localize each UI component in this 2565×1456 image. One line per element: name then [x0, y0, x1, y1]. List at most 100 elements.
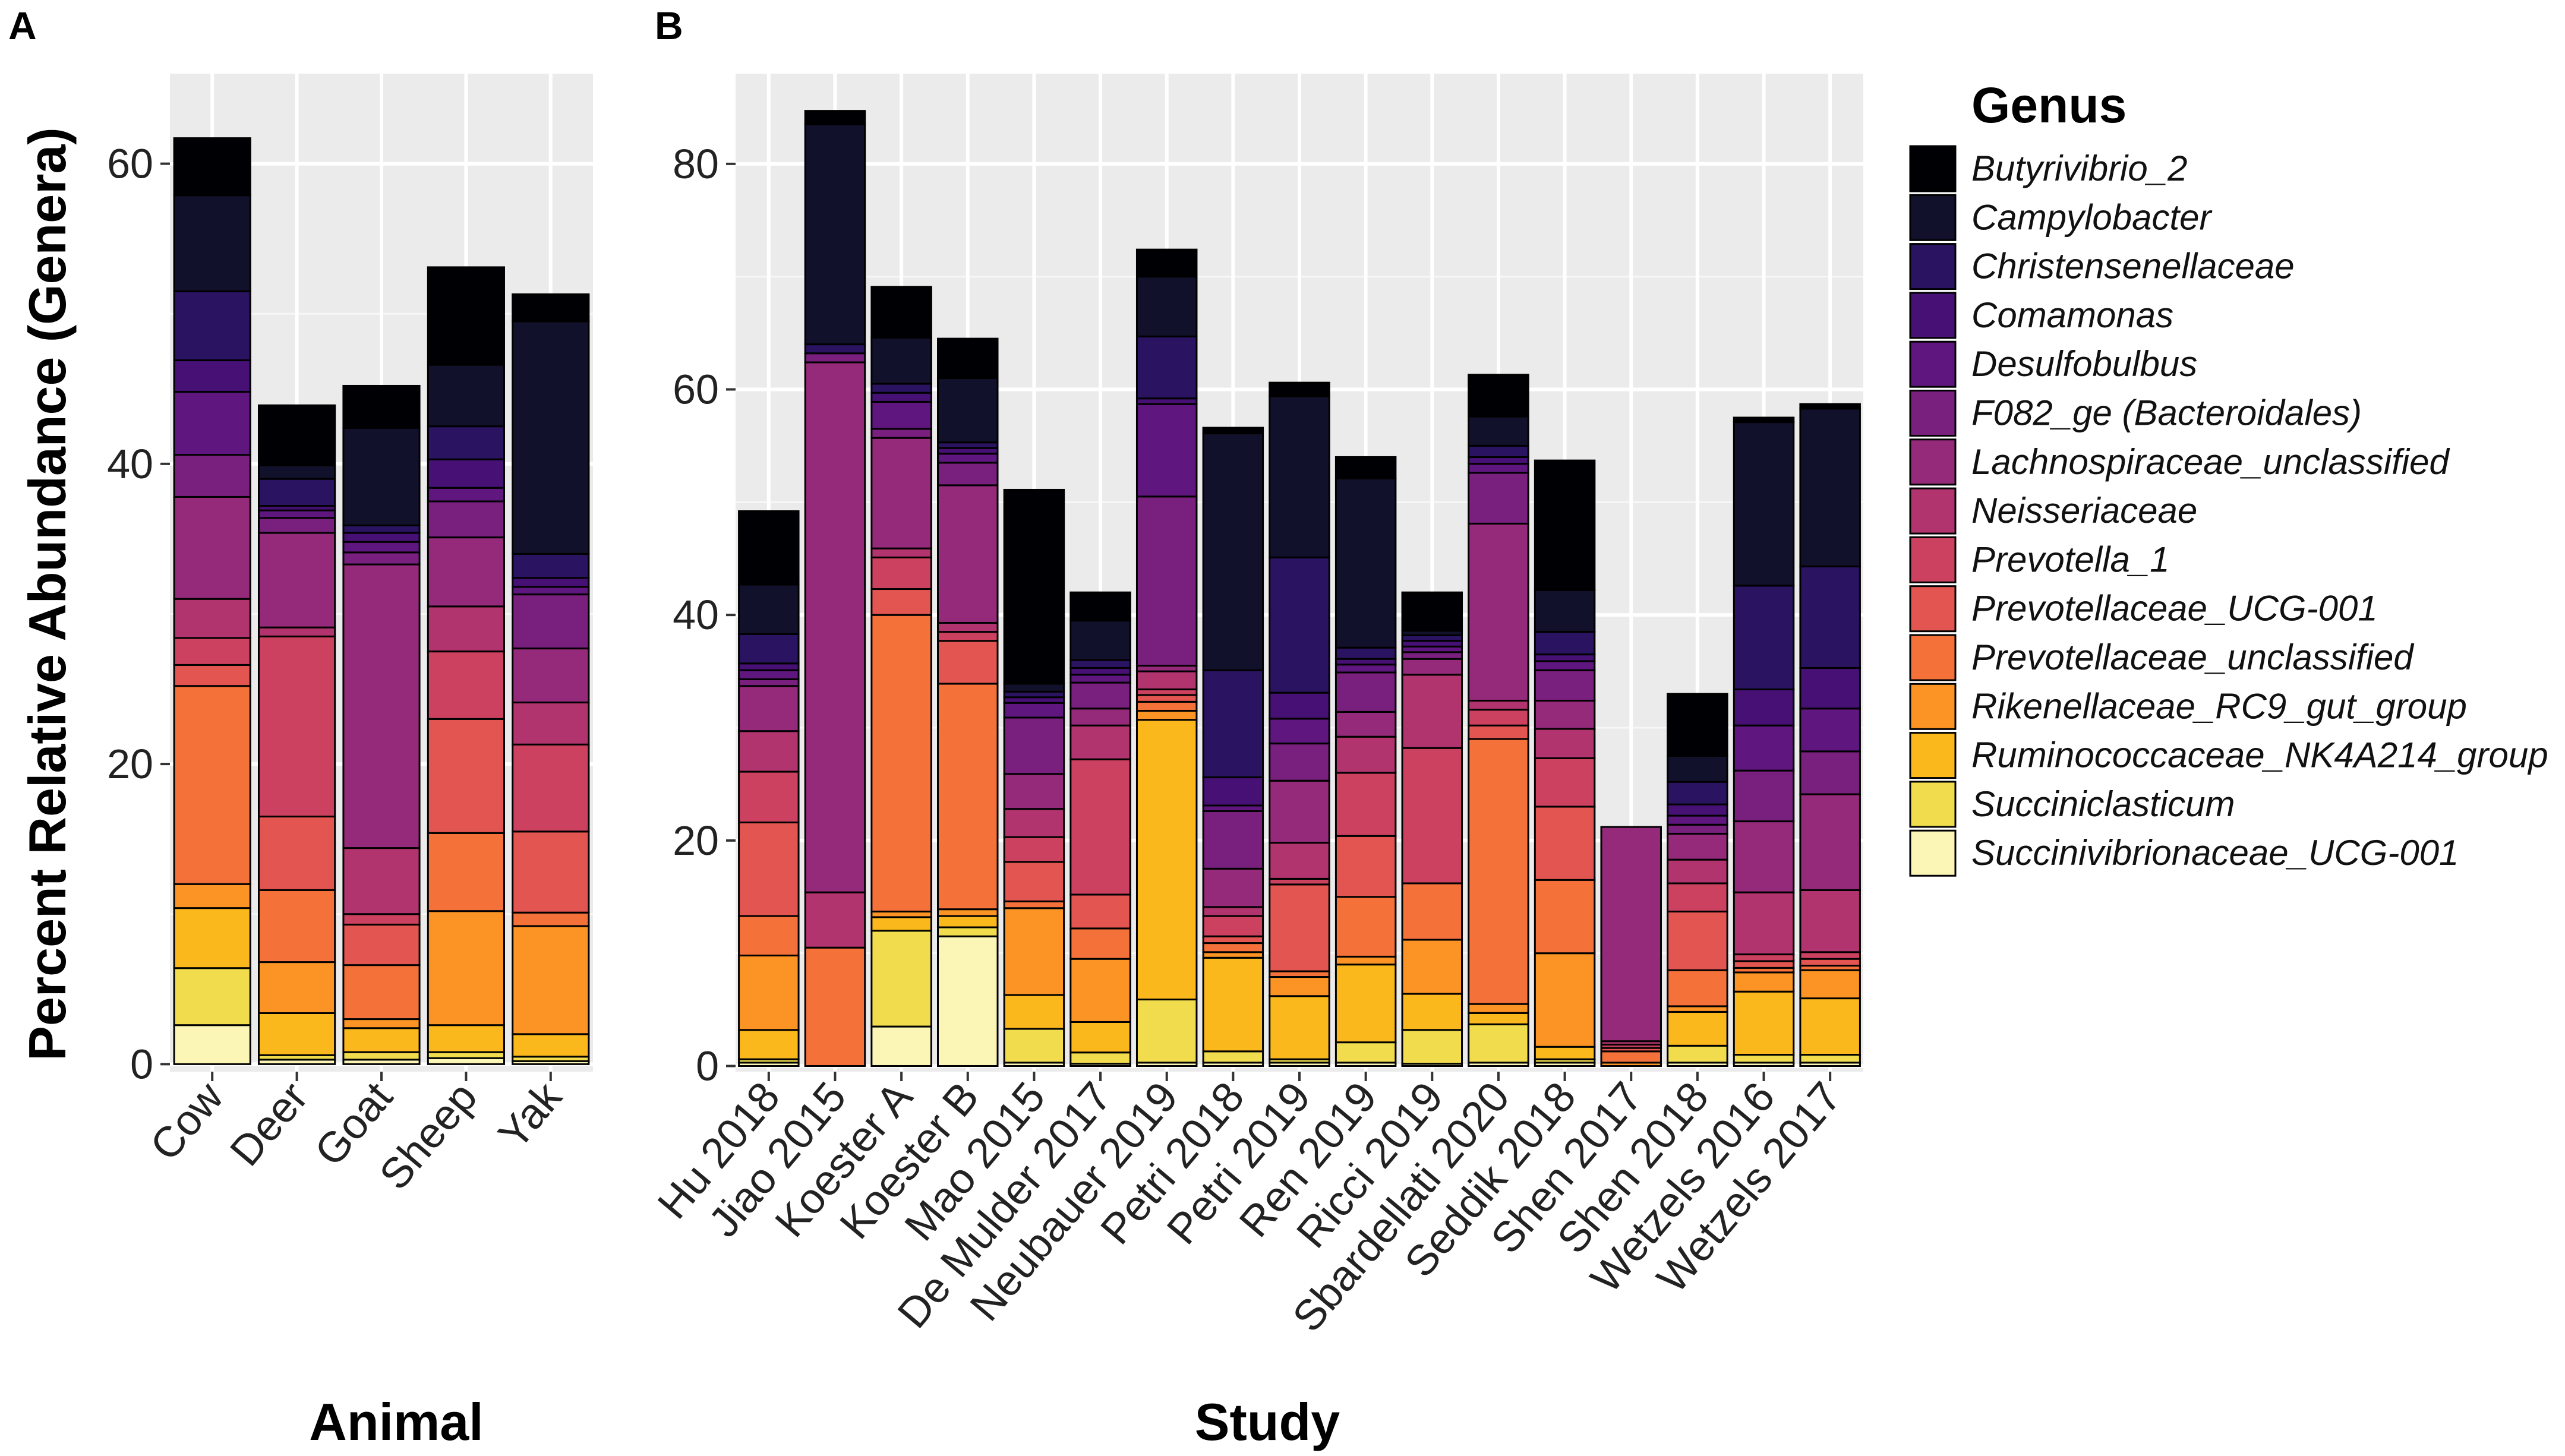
- bar-segment-shen-2018-ruminococcaceae-nk4a214-group: [1667, 1010, 1728, 1047]
- bar-segment-seddik-2018-rikenellaceae-rc9-gut-group: [1534, 952, 1596, 1048]
- bar-segment-shen-2018-christensenellaceae: [1667, 781, 1728, 806]
- bar-segment-de-mulder-2017-christensenellaceae: [1069, 659, 1131, 669]
- legend-swatch-butyrivibrio-2: [1909, 145, 1957, 192]
- legend-swatch-lachnospiraceae-unclassified: [1909, 438, 1957, 486]
- bar-segment-goat-butyrivibrio-2: [342, 384, 421, 429]
- bar-segment-sbardellati-2020-neisseriaceae: [1468, 699, 1529, 711]
- bar-segment-de-mulder-2017-succiniclasticum: [1069, 1051, 1131, 1065]
- bar-segment-koester-a-prevotellaceae-unclassified: [870, 614, 932, 912]
- bar-segment-shen-2018-desulfobulbus: [1667, 814, 1728, 826]
- y-tick-label: 80: [673, 141, 719, 187]
- bar-segment-cow-lachnospiraceae-unclassified: [173, 495, 251, 600]
- bar-segment-neubauer-2019-ruminococcaceae-nk4a214-group: [1135, 719, 1198, 1001]
- legend-label-comamonas: Comamonas: [1971, 295, 2173, 335]
- bar-segment-mao-2015-prevotellaceae-unclassified: [1003, 900, 1065, 909]
- legend-label-butyrivibrio-2: Butyrivibrio_2: [1971, 149, 2188, 188]
- bar-segment-cow-prevotellaceae-unclassified: [173, 685, 251, 885]
- bar-segment-petri-2018-ruminococcaceae-nk4a214-group: [1202, 956, 1264, 1053]
- bar-segment-cow-succinivibrionaceae-ucg-001: [173, 1024, 251, 1065]
- legend-swatch-neisseriaceae: [1909, 487, 1957, 535]
- legend-label-prevotellaceae-ucg-001: Prevotellaceae_UCG-001: [1971, 589, 2378, 628]
- bar-segment-mao-2015-butyrivibrio-2: [1003, 488, 1065, 685]
- bar-segment-hu-2018-butyrivibrio-2: [738, 510, 800, 586]
- bar-segment-petri-2018-f082-ge-bacteroidales: [1202, 810, 1264, 870]
- bar-segment-wetzels-2016-christensenellaceae: [1733, 585, 1795, 690]
- bar-segment-neubauer-2019-butyrivibrio-2: [1135, 248, 1198, 278]
- bar-segment-ren-2019-christensenellaceae: [1334, 646, 1397, 660]
- bar-segment-koester-a-butyrivibrio-2: [870, 286, 932, 339]
- bar-segment-cow-prevotellaceae-ucg-001: [173, 664, 251, 687]
- bar-segment-sheep-butyrivibrio-2: [427, 266, 505, 366]
- bar-segment-wetzels-2017-desulfobulbus: [1799, 708, 1861, 753]
- bar-segment-wetzels-2016-comamonas: [1733, 688, 1795, 727]
- legend-label-prevotella-1: Prevotella_1: [1971, 539, 2170, 579]
- bar-segment-petri-2018-neisseriaceae: [1202, 906, 1264, 917]
- bar-segment-goat-prevotellaceae-ucg-001: [342, 923, 421, 967]
- panel-b-letter: B: [655, 4, 683, 48]
- bar-segment-deer-rikenellaceae-rc9-gut-group: [258, 961, 336, 1014]
- bar-segment-ren-2019-prevotellaceae-ucg-001: [1334, 835, 1397, 898]
- bar-segment-de-mulder-2017-f082-ge-bacteroidales: [1069, 681, 1131, 710]
- panel-a-bars: [173, 137, 590, 1065]
- bar-segment-yak-prevotella-1: [512, 743, 590, 833]
- x-tick-label-sheep: Sheep: [371, 1073, 487, 1199]
- y-axis-title: Percent Relative Abundance (Genera): [18, 127, 77, 1060]
- legend-label-f082-ge-bacteroidales: F082_ge (Bacteroidales): [1971, 393, 2362, 433]
- bar-segment-neubauer-2019-succiniclasticum: [1135, 999, 1198, 1064]
- legend-label-succiniclasticum: Succiniclasticum: [1971, 784, 2235, 824]
- bar-segment-hu-2018-neisseriaceae: [738, 730, 800, 773]
- bar-segment-mao-2015-campylobacter: [1003, 683, 1065, 693]
- x-tick-label-yak: Yak: [489, 1073, 571, 1158]
- bar-segment-petri-2018-prevotellaceae-ucg-001: [1202, 935, 1264, 945]
- x-tick-label-cow: Cow: [141, 1073, 234, 1170]
- bar-segment-sbardellati-2020-christensenellaceae: [1468, 444, 1529, 458]
- bar-segment-jiao-2015-campylobacter: [804, 123, 866, 346]
- bar-segment-sbardellati-2020-butyrivibrio-2: [1468, 374, 1529, 418]
- bar-segment-seddik-2018-campylobacter: [1534, 589, 1596, 633]
- bar-segment-seddik-2018-ruminococcaceae-nk4a214-group: [1534, 1046, 1596, 1060]
- bar-segment-neubauer-2019-neisseriaceae: [1135, 670, 1198, 690]
- bar-segment-yak-prevotellaceae-unclassified: [512, 911, 590, 927]
- bar-segment-ren-2019-succiniclasticum: [1334, 1041, 1397, 1064]
- bar-segment-deer-prevotellaceae-unclassified: [258, 889, 336, 964]
- bar-segment-koester-b-desulfobulbus: [937, 453, 999, 464]
- x-tick-label-deer: Deer: [221, 1073, 317, 1175]
- bar-segment-petri-2019-neisseriaceae: [1269, 842, 1330, 880]
- bar-segment-wetzels-2016-desulfobulbus: [1733, 724, 1795, 772]
- bar-segment-hu-2018-ruminococcaceae-nk4a214-group: [738, 1029, 800, 1060]
- bar-segment-ricci-2019-rikenellaceae-rc9-gut-group: [1401, 939, 1463, 995]
- bar-segment-wetzels-2017-prevotellaceae-ucg-001: [1799, 958, 1861, 967]
- bar-segment-sheep-campylobacter: [427, 364, 505, 428]
- bar-segment-de-mulder-2017-neisseriaceae: [1069, 724, 1131, 760]
- y-tick-label: 0: [130, 1041, 153, 1087]
- legend-label-prevotellaceae-unclassified: Prevotellaceae_unclassified: [1971, 637, 2414, 677]
- y-tick-label: 60: [673, 367, 719, 413]
- legend-swatch-rikenellaceae-rc9-gut-group: [1909, 683, 1957, 730]
- bar-segment-neubauer-2019-campylobacter: [1135, 276, 1198, 337]
- bar-segment-koester-a-campylobacter: [870, 336, 932, 385]
- bar-segment-hu-2018-campylobacter: [738, 583, 800, 635]
- bar-segment-mao-2015-lachnospiraceae-unclassified: [1003, 773, 1065, 810]
- bar-segment-deer-prevotella-1: [258, 635, 336, 818]
- bar-segment-seddik-2018-prevotella-1: [1534, 757, 1596, 808]
- bar-segment-mao-2015-desulfobulbus: [1003, 702, 1065, 719]
- legend-label-succinivibrionaceae-ucg-001: Succinivibrionaceae_UCG-001: [1971, 833, 2459, 873]
- bar-segment-shen-2018-lachnospiraceae-unclassified: [1667, 832, 1728, 861]
- bar-segment-seddik-2018-prevotellaceae-ucg-001: [1534, 806, 1596, 881]
- legend-label-christensenellaceae: Christensenellaceae: [1971, 247, 2295, 286]
- bar-segment-jiao-2015-neisseriaceae: [804, 891, 866, 949]
- bar-segment-koester-a-ruminococcaceae-nk4a214-group: [870, 916, 932, 932]
- bar-segment-deer-prevotellaceae-ucg-001: [258, 816, 336, 891]
- bar-segment-de-mulder-2017-butyrivibrio-2: [1069, 591, 1131, 622]
- bar-segment-cow-desulfobulbus: [173, 391, 251, 456]
- bar-segment-ren-2019-prevotellaceae-unclassified: [1334, 896, 1397, 958]
- bar-segment-goat-f082-ge-bacteroidales: [342, 551, 421, 566]
- bar-segment-shen-2018-comamonas: [1667, 803, 1728, 817]
- bar-segment-jiao-2015-f082-ge-bacteroidales: [804, 352, 866, 364]
- bar-segment-goat-desulfobulbus: [342, 541, 421, 554]
- bar-segment-ricci-2019-ruminococcaceae-nk4a214-group: [1401, 993, 1463, 1031]
- bar-segment-wetzels-2016-campylobacter: [1733, 421, 1795, 587]
- legend-label-rikenellaceae-rc9-gut-group: Rikenellaceae_RC9_gut_group: [1971, 686, 2467, 726]
